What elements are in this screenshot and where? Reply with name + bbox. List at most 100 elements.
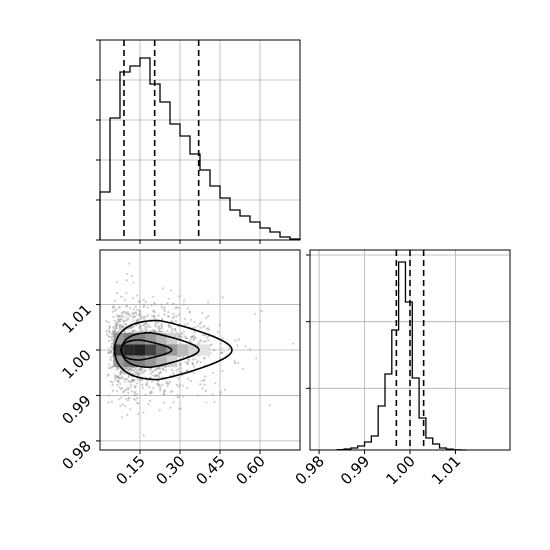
joint-scatter-point bbox=[116, 376, 119, 379]
joint-scatter-point bbox=[172, 372, 175, 375]
joint-scatter-point bbox=[194, 358, 197, 361]
joint-scatter-point bbox=[136, 413, 140, 416]
joint-scatter-point bbox=[127, 391, 130, 394]
joint-scatter-point bbox=[152, 295, 155, 298]
joint-scatter-point bbox=[163, 306, 166, 309]
joint-scatter-point bbox=[146, 325, 149, 329]
joint-scatter-point bbox=[145, 315, 148, 318]
joint-scatter-point bbox=[154, 325, 157, 328]
joint-scatter-point bbox=[292, 342, 295, 345]
joint-scatter-point bbox=[237, 361, 240, 364]
joint-scatter-point bbox=[129, 386, 132, 389]
joint-scatter-point bbox=[178, 355, 182, 358]
joint-scatter-point bbox=[219, 392, 222, 396]
joint-scatter-point bbox=[153, 316, 156, 319]
joint-scatter-point bbox=[220, 351, 223, 355]
joint-scatter-point bbox=[105, 333, 109, 336]
joint-scatter-point bbox=[134, 330, 137, 333]
joint-scatter-point bbox=[149, 392, 152, 395]
joint-scatter-point bbox=[172, 312, 175, 316]
joint-scatter-point bbox=[127, 397, 130, 400]
joint-scatter-point bbox=[174, 319, 178, 323]
joint-scatter-point bbox=[172, 315, 175, 319]
joint-scatter-point bbox=[125, 397, 128, 401]
joint-density-cell bbox=[113, 344, 124, 356]
joint-scatter-point bbox=[112, 315, 115, 319]
joint-scatter-point bbox=[184, 361, 187, 364]
joint-scatter-point bbox=[125, 279, 128, 282]
joint-content bbox=[105, 262, 295, 437]
joint-scatter-point bbox=[193, 320, 196, 324]
joint-scatter-point bbox=[111, 389, 115, 392]
joint-scatter-point bbox=[139, 317, 142, 320]
joint-scatter-point bbox=[140, 315, 143, 318]
joint-scatter-point bbox=[208, 344, 212, 347]
joint-scatter-point bbox=[221, 296, 224, 299]
joint-scatter-point bbox=[142, 371, 145, 374]
joint-scatter-point bbox=[111, 310, 115, 313]
joint-density-cell bbox=[156, 344, 167, 356]
joint-scatter-point bbox=[162, 367, 165, 370]
joint-scatter-point bbox=[116, 314, 119, 318]
joint-scatter-point bbox=[199, 326, 202, 329]
joint-scatter-point bbox=[111, 305, 115, 308]
joint-scatter-point bbox=[145, 383, 149, 386]
joint-scatter-point bbox=[131, 390, 134, 393]
joint-scatter-point bbox=[189, 379, 193, 383]
joint-scatter-point bbox=[193, 326, 197, 329]
joint-scatter-point bbox=[118, 386, 121, 389]
joint-scatter-point bbox=[168, 380, 171, 383]
joint-scatter-point bbox=[126, 317, 130, 320]
joint-scatter-point bbox=[120, 387, 124, 390]
joint-scatter-point bbox=[169, 289, 172, 292]
joint-scatter-point bbox=[156, 330, 159, 334]
joint-scatter-point bbox=[114, 330, 117, 333]
joint-density-cell bbox=[124, 355, 135, 368]
joint-scatter-point bbox=[122, 371, 125, 374]
joint-scatter-point bbox=[135, 393, 138, 396]
joint-scatter-point bbox=[160, 305, 163, 309]
joint-scatter-point bbox=[111, 381, 114, 384]
joint-scatter-point bbox=[189, 318, 193, 322]
joint-scatter-point bbox=[108, 331, 111, 334]
joint-scatter-point bbox=[201, 387, 204, 390]
joint-scatter-point bbox=[132, 308, 135, 311]
joint-scatter-point bbox=[162, 392, 165, 396]
joint-scatter-point bbox=[169, 406, 172, 409]
joint-scatter-point bbox=[205, 327, 208, 330]
joint-scatter-point bbox=[132, 397, 135, 401]
joint-density-cell bbox=[134, 332, 146, 345]
joint-scatter-point bbox=[177, 295, 181, 298]
joint-scatter-point bbox=[121, 326, 124, 329]
joint-scatter-point bbox=[111, 383, 114, 387]
joint-scatter-point bbox=[127, 262, 130, 265]
joint-scatter-point bbox=[155, 368, 158, 371]
joint-scatter-point bbox=[165, 382, 168, 385]
joint-scatter-point bbox=[233, 360, 236, 363]
joint-scatter-point bbox=[186, 362, 189, 365]
joint-scatter-point bbox=[114, 322, 117, 325]
joint-xtick-label: 0.15 bbox=[112, 452, 148, 488]
joint-scatter-point bbox=[186, 323, 189, 326]
joint-scatter-point bbox=[109, 358, 112, 361]
joint-scatter-point bbox=[121, 314, 124, 317]
joint-scatter-point bbox=[259, 319, 262, 322]
joint-scatter-point bbox=[134, 398, 137, 402]
joint-scatter-point bbox=[191, 361, 194, 364]
joint-scatter-point bbox=[132, 319, 135, 322]
joint-scatter-point bbox=[107, 321, 110, 324]
joint-scatter-point bbox=[120, 416, 124, 419]
joint-scatter-point bbox=[175, 383, 178, 386]
joint-scatter-point bbox=[236, 344, 239, 347]
joint-scatter-point bbox=[132, 329, 135, 332]
joint-scatter-point bbox=[171, 320, 174, 324]
joint-scatter-point bbox=[113, 309, 117, 312]
joint-scatter-point bbox=[204, 389, 207, 393]
joint-density-cell bbox=[145, 332, 156, 345]
joint-scatter-point bbox=[129, 383, 133, 386]
joint-scatter-point bbox=[214, 382, 217, 385]
joint-scatter-point bbox=[129, 368, 132, 371]
joint-scatter-point bbox=[123, 298, 127, 301]
joint-scatter-point bbox=[150, 380, 154, 383]
joint-ytick-label: 1.00 bbox=[58, 346, 94, 382]
